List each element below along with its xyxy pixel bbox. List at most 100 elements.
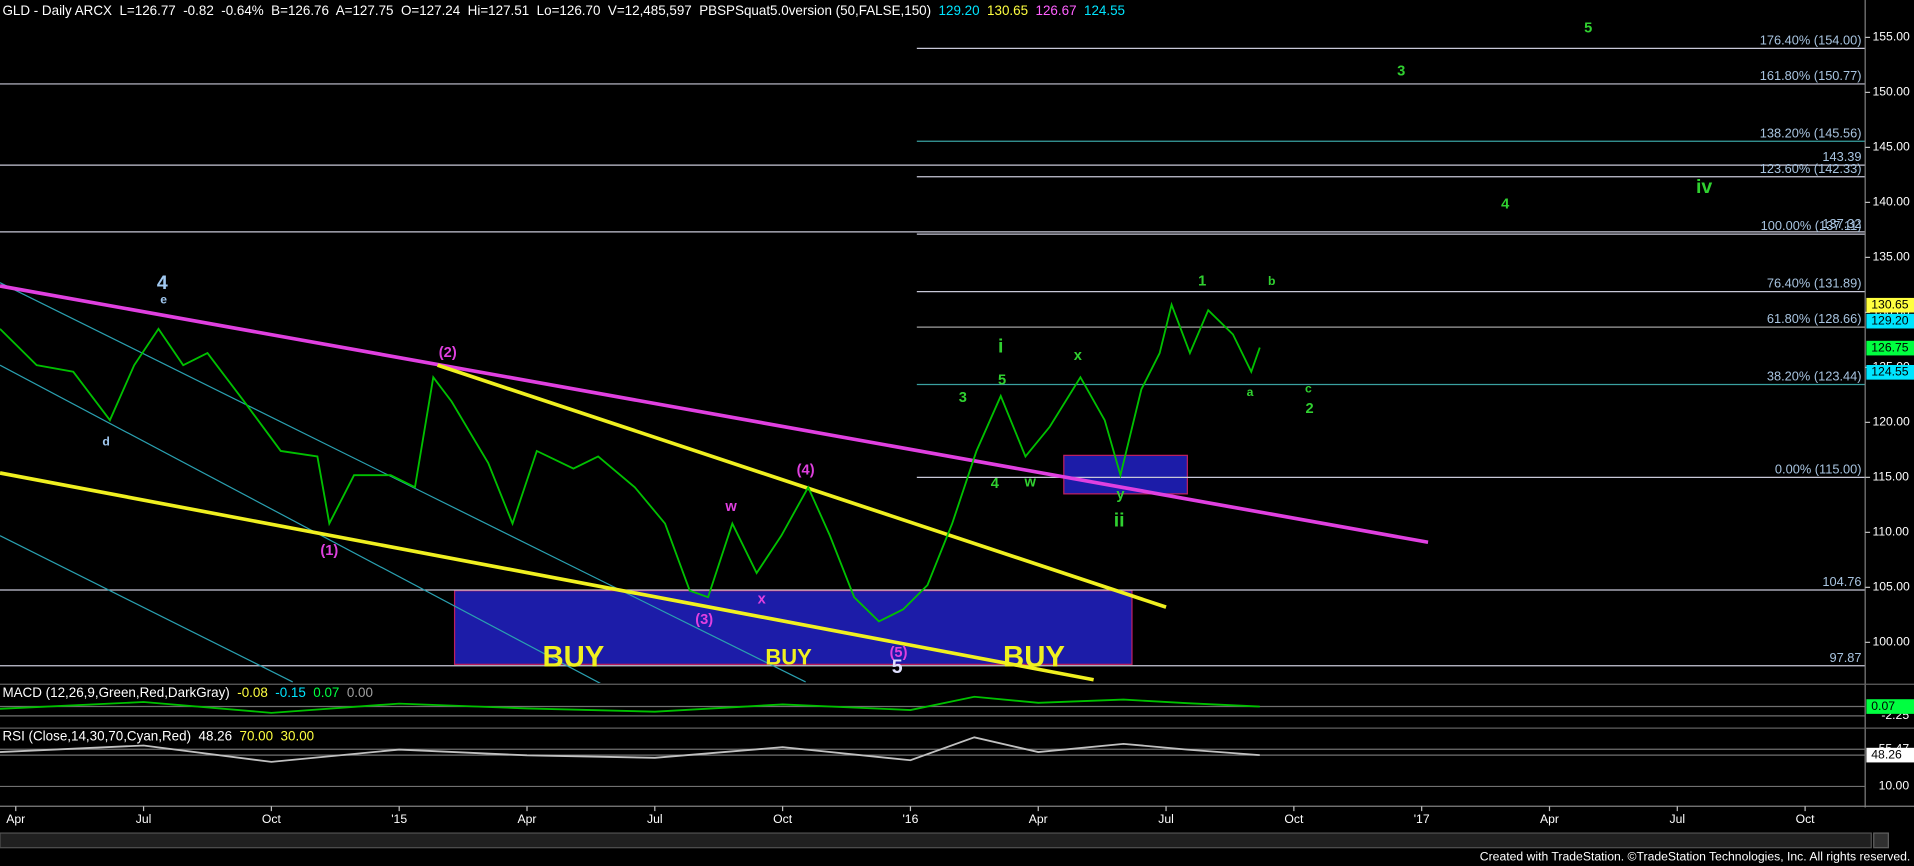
indicator-marker — [1866, 747, 1914, 763]
price-marker — [1866, 313, 1914, 329]
indicator-line — [0, 736, 1260, 763]
indicator-reading: 30.00 — [281, 728, 315, 743]
fib-label: 0.00% (115.00) — [1775, 461, 1862, 476]
x-tick-label: Jul — [647, 812, 663, 826]
wave-label: 1 — [1198, 273, 1206, 289]
wave-label: ii — [1114, 510, 1125, 532]
y-tick-label: 150.00 — [1872, 85, 1910, 99]
fib-label: 176.40% (154.00) — [1760, 32, 1862, 47]
wave-label: x — [1074, 348, 1083, 364]
y-tick-label: 140.00 — [1872, 195, 1910, 209]
fib-label: 38.20% (123.44) — [1767, 369, 1862, 384]
y-tick-label: 155.00 — [1872, 30, 1910, 44]
wave-label: b — [1268, 274, 1275, 288]
scrollbar[interactable] — [0, 832, 1872, 849]
x-tick-label: '16 — [902, 812, 918, 826]
indicator-reading: -0.08 — [237, 684, 268, 699]
wave-label: w — [1023, 475, 1036, 491]
trend-line — [0, 282, 806, 683]
price-marker-label: 129.20 — [1871, 313, 1909, 327]
header-reading: 130.65 — [987, 3, 1028, 18]
wave-label: BUY — [1003, 641, 1065, 674]
fib-label: 104.76 — [1822, 574, 1861, 589]
fib-label: 137.32 — [1822, 216, 1861, 231]
quote: L=126.77 -0.82 -0.64% B=126.76 A=127.75 … — [119, 3, 931, 18]
fib-label: 123.60% (142.33) — [1760, 161, 1862, 176]
wave-label: (5) — [890, 645, 908, 661]
wave-label: d — [102, 434, 109, 448]
indicator-line — [0, 695, 1260, 714]
x-tick-label: Jul — [1669, 812, 1685, 826]
wave-label: iv — [1696, 176, 1712, 198]
price-marker-label: 130.65 — [1871, 297, 1909, 311]
header: GLD - Daily ARCX L=126.77 -0.82 -0.64% B… — [2, 3, 1125, 18]
wave-label: BUY — [765, 645, 812, 670]
wave-label: 4 — [1501, 196, 1510, 212]
fib-label: 143.39 — [1822, 149, 1861, 164]
wave-label: y — [1116, 487, 1125, 503]
x-tick-label: Oct — [773, 812, 793, 826]
x-tick-label: '15 — [391, 812, 407, 826]
header-reading: 129.20 — [939, 3, 980, 18]
price-line — [0, 301, 1261, 623]
wave-label: c — [1305, 382, 1312, 396]
buy-zone — [453, 590, 1133, 665]
indicator-reading: 48.26 — [199, 728, 233, 743]
price-marker — [1866, 297, 1914, 313]
y-tick-label: 115.00 — [1872, 470, 1909, 484]
fib-label: 161.80% (150.77) — [1760, 68, 1862, 83]
wave-label: (2) — [439, 345, 457, 361]
wave-label: 4 — [157, 272, 168, 294]
trend-line — [0, 364, 602, 684]
footer: Created with TradeStation. ©TradeStation… — [1480, 850, 1911, 864]
price-marker — [1866, 340, 1914, 356]
indicator-reading: 70.00 — [240, 728, 274, 743]
fib-label: 97.87 — [1829, 650, 1861, 665]
indicator-name: MACD (12,26,9,Green,Red,DarkGray) — [2, 684, 229, 699]
wave-label: 5 — [998, 372, 1006, 388]
scroll-button[interactable] — [1873, 832, 1889, 849]
x-tick-label: Apr — [1540, 812, 1559, 826]
indicator-title: RSI (Close,14,30,70,Cyan,Red) 48.26 70.0… — [2, 728, 314, 743]
y-tick-label: 110.00 — [1872, 525, 1909, 539]
wave-label: (3) — [695, 612, 713, 628]
fib-label: 100.00% (137.11) — [1761, 218, 1862, 233]
wave-label: 2 — [1306, 401, 1314, 417]
indicator-marker — [1866, 699, 1914, 714]
fib-label: 138.20% (145.56) — [1760, 125, 1862, 140]
wave-label: 4 — [991, 476, 1000, 492]
fib-label: 76.40% (131.89) — [1767, 276, 1862, 291]
trend-line — [0, 535, 293, 683]
y-tick-label: 145.00 — [1872, 140, 1910, 154]
symbol: GLD - Daily ARCX — [2, 3, 112, 18]
wave-label: x — [758, 591, 767, 607]
indicator-marker-label: 48.26 — [1871, 747, 1902, 761]
price-plot: 176.40% (154.00)161.80% (150.77)138.20% … — [0, 20, 1866, 684]
x-tick-label: Oct — [1284, 812, 1304, 826]
indicator-marker-label: 10.00 — [1879, 779, 1910, 793]
x-tick-label: '17 — [1414, 812, 1430, 826]
wave-label: a — [1247, 385, 1254, 399]
x-tick-label: Apr — [518, 812, 537, 826]
x-tick-label: Jul — [136, 812, 152, 826]
wave-label: 3 — [1397, 63, 1405, 79]
indicator-marker-label: 0.07 — [1871, 699, 1895, 713]
x-tick-label: Jul — [1158, 812, 1174, 826]
header-reading: 126.67 — [1036, 3, 1077, 18]
y-tick-label: 105.00 — [1872, 580, 1910, 594]
wave-label: 5 — [1584, 20, 1592, 36]
trend-line — [0, 284, 1429, 545]
fib-label: 61.80% (128.66) — [1767, 311, 1862, 326]
x-tick-label: Apr — [6, 812, 25, 826]
trend-line — [0, 471, 1094, 682]
x-tick-label: Oct — [262, 812, 282, 826]
indicator-reading: -0.15 — [275, 684, 306, 699]
y-tick-label: 100.00 — [1872, 635, 1910, 649]
y-tick-label: 135.00 — [1872, 250, 1910, 264]
wave-label: (4) — [797, 463, 815, 479]
header-reading: 124.55 — [1084, 3, 1125, 18]
x-tick-label: Apr — [1029, 812, 1048, 826]
